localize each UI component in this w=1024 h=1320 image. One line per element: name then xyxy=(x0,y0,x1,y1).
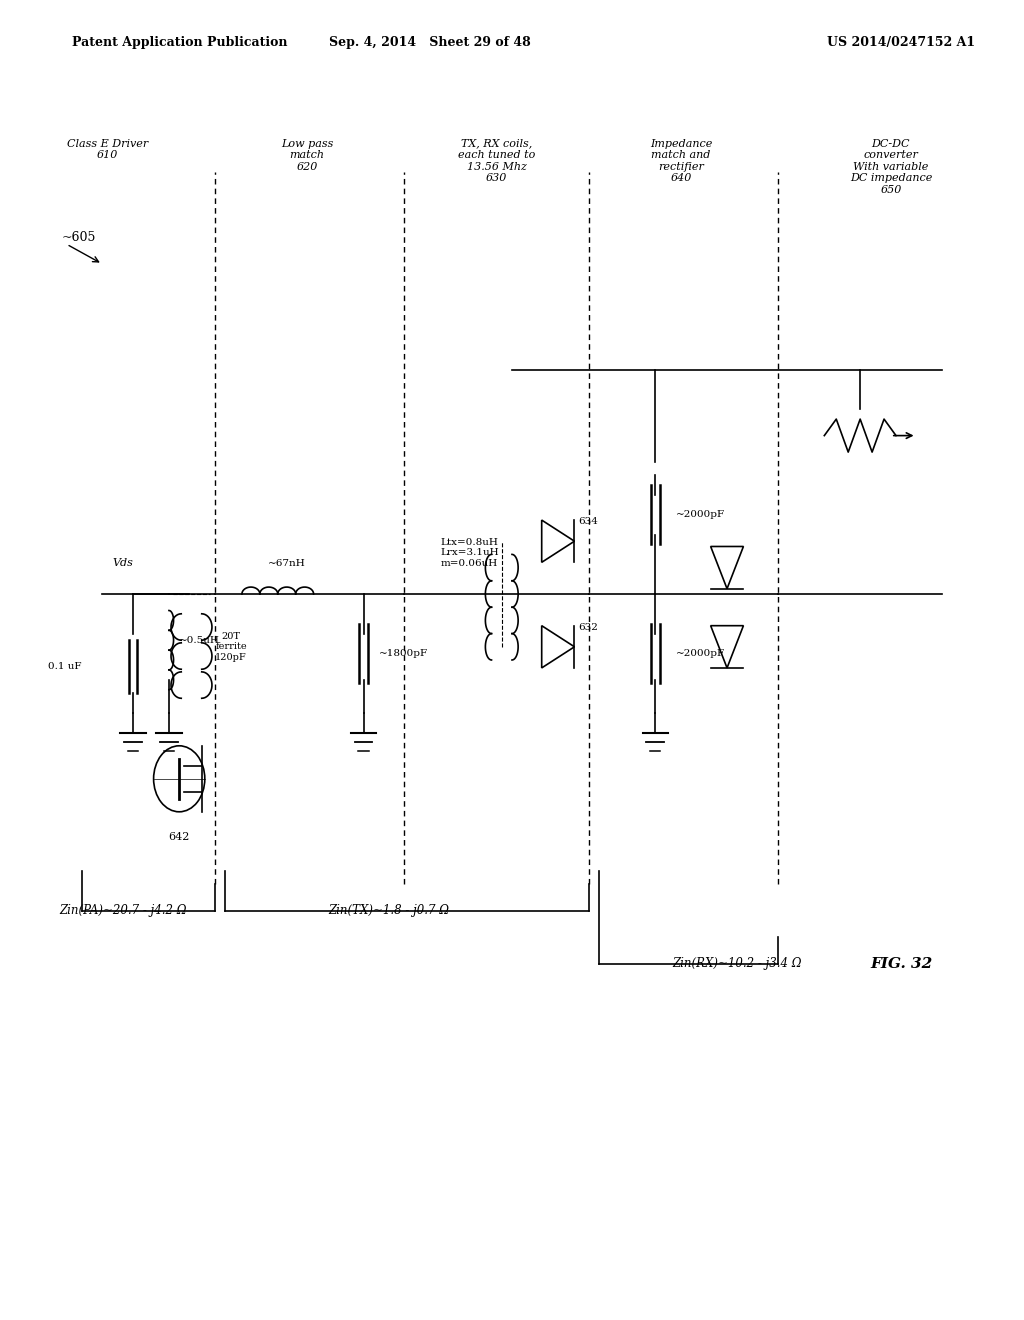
Text: TX, RX coils,
each tuned to
13.56 Mhz
630: TX, RX coils, each tuned to 13.56 Mhz 63… xyxy=(458,139,536,183)
Text: 634: 634 xyxy=(579,517,598,525)
Text: ~67nH: ~67nH xyxy=(268,558,305,568)
Text: Zin(TX)~1.8 - j0.7 Ω: Zin(TX)~1.8 - j0.7 Ω xyxy=(329,904,450,917)
Text: Impedance
match and
rectifier
640: Impedance match and rectifier 640 xyxy=(650,139,712,183)
Text: 642: 642 xyxy=(169,832,189,842)
Text: ~2000pF: ~2000pF xyxy=(676,511,725,519)
Text: DC-DC
converter
With variable
DC impedance
650: DC-DC converter With variable DC impedan… xyxy=(850,139,932,195)
Text: FIG. 32: FIG. 32 xyxy=(870,957,932,970)
Polygon shape xyxy=(542,520,574,562)
Text: Zin(RX)~10.2 - j3.4 Ω: Zin(RX)~10.2 - j3.4 Ω xyxy=(673,957,802,970)
Text: 0.1 uF: 0.1 uF xyxy=(48,663,82,671)
Text: 632: 632 xyxy=(579,623,598,631)
Text: ~1800pF: ~1800pF xyxy=(379,649,428,657)
Polygon shape xyxy=(542,626,574,668)
Text: ~2000pF: ~2000pF xyxy=(676,649,725,657)
Polygon shape xyxy=(711,546,743,589)
Text: Patent Application Publication: Patent Application Publication xyxy=(72,36,287,49)
Text: ~605: ~605 xyxy=(61,231,96,244)
Text: Class E Driver
610: Class E Driver 610 xyxy=(67,139,148,160)
Text: Sep. 4, 2014   Sheet 29 of 48: Sep. 4, 2014 Sheet 29 of 48 xyxy=(329,36,531,49)
Polygon shape xyxy=(711,626,743,668)
Text: Zin(PA)~20.7 - j4.2 Ω: Zin(PA)~20.7 - j4.2 Ω xyxy=(59,904,186,917)
Text: Vds: Vds xyxy=(113,557,133,568)
Text: ~0.5uH: ~0.5uH xyxy=(179,636,220,644)
Text: Low pass
match
620: Low pass match 620 xyxy=(281,139,334,172)
Text: Ltx=0.8uH
Lrx=3.1uH
m=0.06uH: Ltx=0.8uH Lrx=3.1uH m=0.06uH xyxy=(440,537,499,568)
Text: 20T
ferrite
120pF: 20T ferrite 120pF xyxy=(215,632,247,661)
Text: US 2014/0247152 A1: US 2014/0247152 A1 xyxy=(827,36,975,49)
